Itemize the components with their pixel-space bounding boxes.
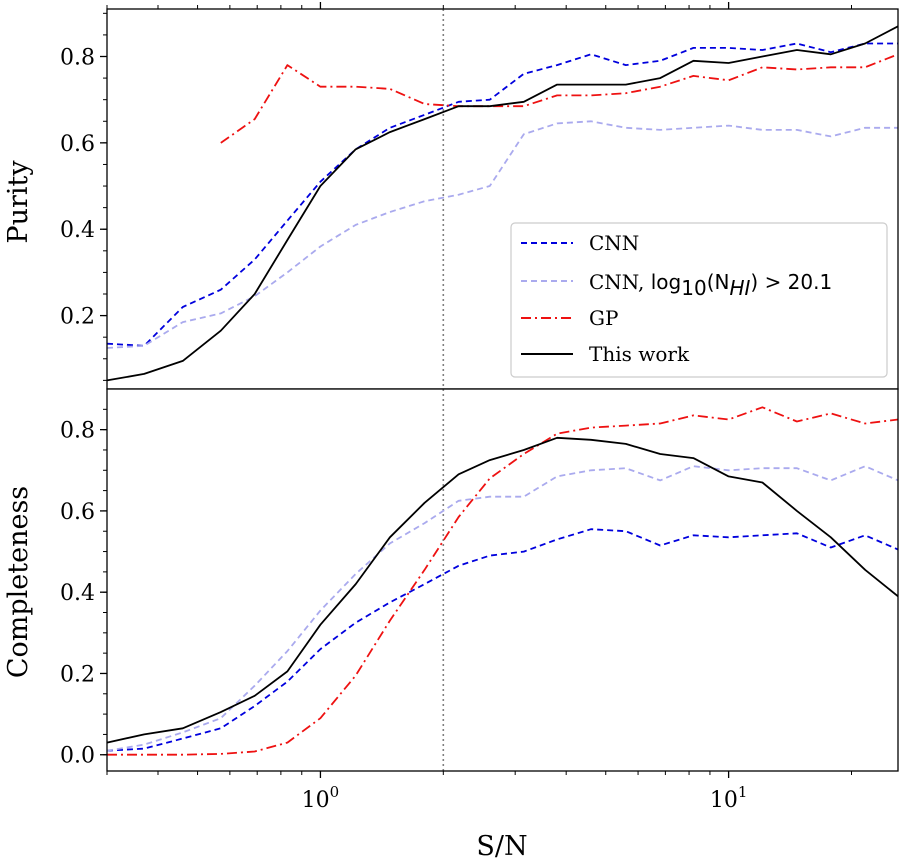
completeness-x-tick-label: 100	[302, 783, 340, 813]
legend-label-cnn-hi: CNN, log10(NHI) > 20.1	[589, 270, 832, 300]
completeness-plot-frame	[106, 388, 899, 772]
purity-y-axis-label: Purity	[3, 160, 34, 244]
completeness-series-gp	[107, 406, 899, 756]
completeness-series-cnn	[106, 528, 899, 752]
x-axis-label: S/N	[476, 831, 527, 862]
legend-label-gp: GP	[589, 306, 618, 330]
legend-box	[510, 222, 888, 378]
purity-series-thiswork	[106, 25, 899, 382]
purity-y-tick-label: 0.6	[60, 132, 95, 157]
purity-panel: 0.2 0.4 0.6 0.8 Purity	[3, 2, 899, 396]
legend: CNN CNN, log10(NHI) > 20.1 GP This work	[510, 222, 888, 378]
completeness-series-cnn_hi	[106, 465, 899, 752]
legend-label-cnn: CNN	[589, 231, 639, 255]
completeness-panel: 0.0 0.2 0.4 0.6 0.8 100 101 Completeness S/N	[3, 388, 899, 862]
completeness-y-tick-label: 0.2	[60, 662, 95, 687]
completeness-y-tick-label: 0.6	[60, 500, 95, 525]
purity-y-tick-label: 0.4	[60, 218, 95, 243]
purity-series-cnn	[106, 42, 898, 347]
purity-y-tick-label: 0.8	[60, 46, 95, 71]
legend-label-this-work: This work	[589, 342, 690, 366]
completeness-x-tick-label: 101	[710, 783, 748, 813]
completeness-series-thiswork	[106, 436, 899, 744]
completeness-y-tick-label: 0.0	[60, 744, 95, 769]
completeness-plot-area	[107, 389, 898, 771]
completeness-y-axis-label: Completeness	[3, 486, 34, 678]
completeness-y-tick-label: 0.4	[60, 581, 95, 606]
completeness-y-tick-label: 0.8	[60, 419, 95, 444]
purity-series-gp	[220, 53, 899, 144]
purity-y-tick-label: 0.2	[60, 305, 95, 330]
